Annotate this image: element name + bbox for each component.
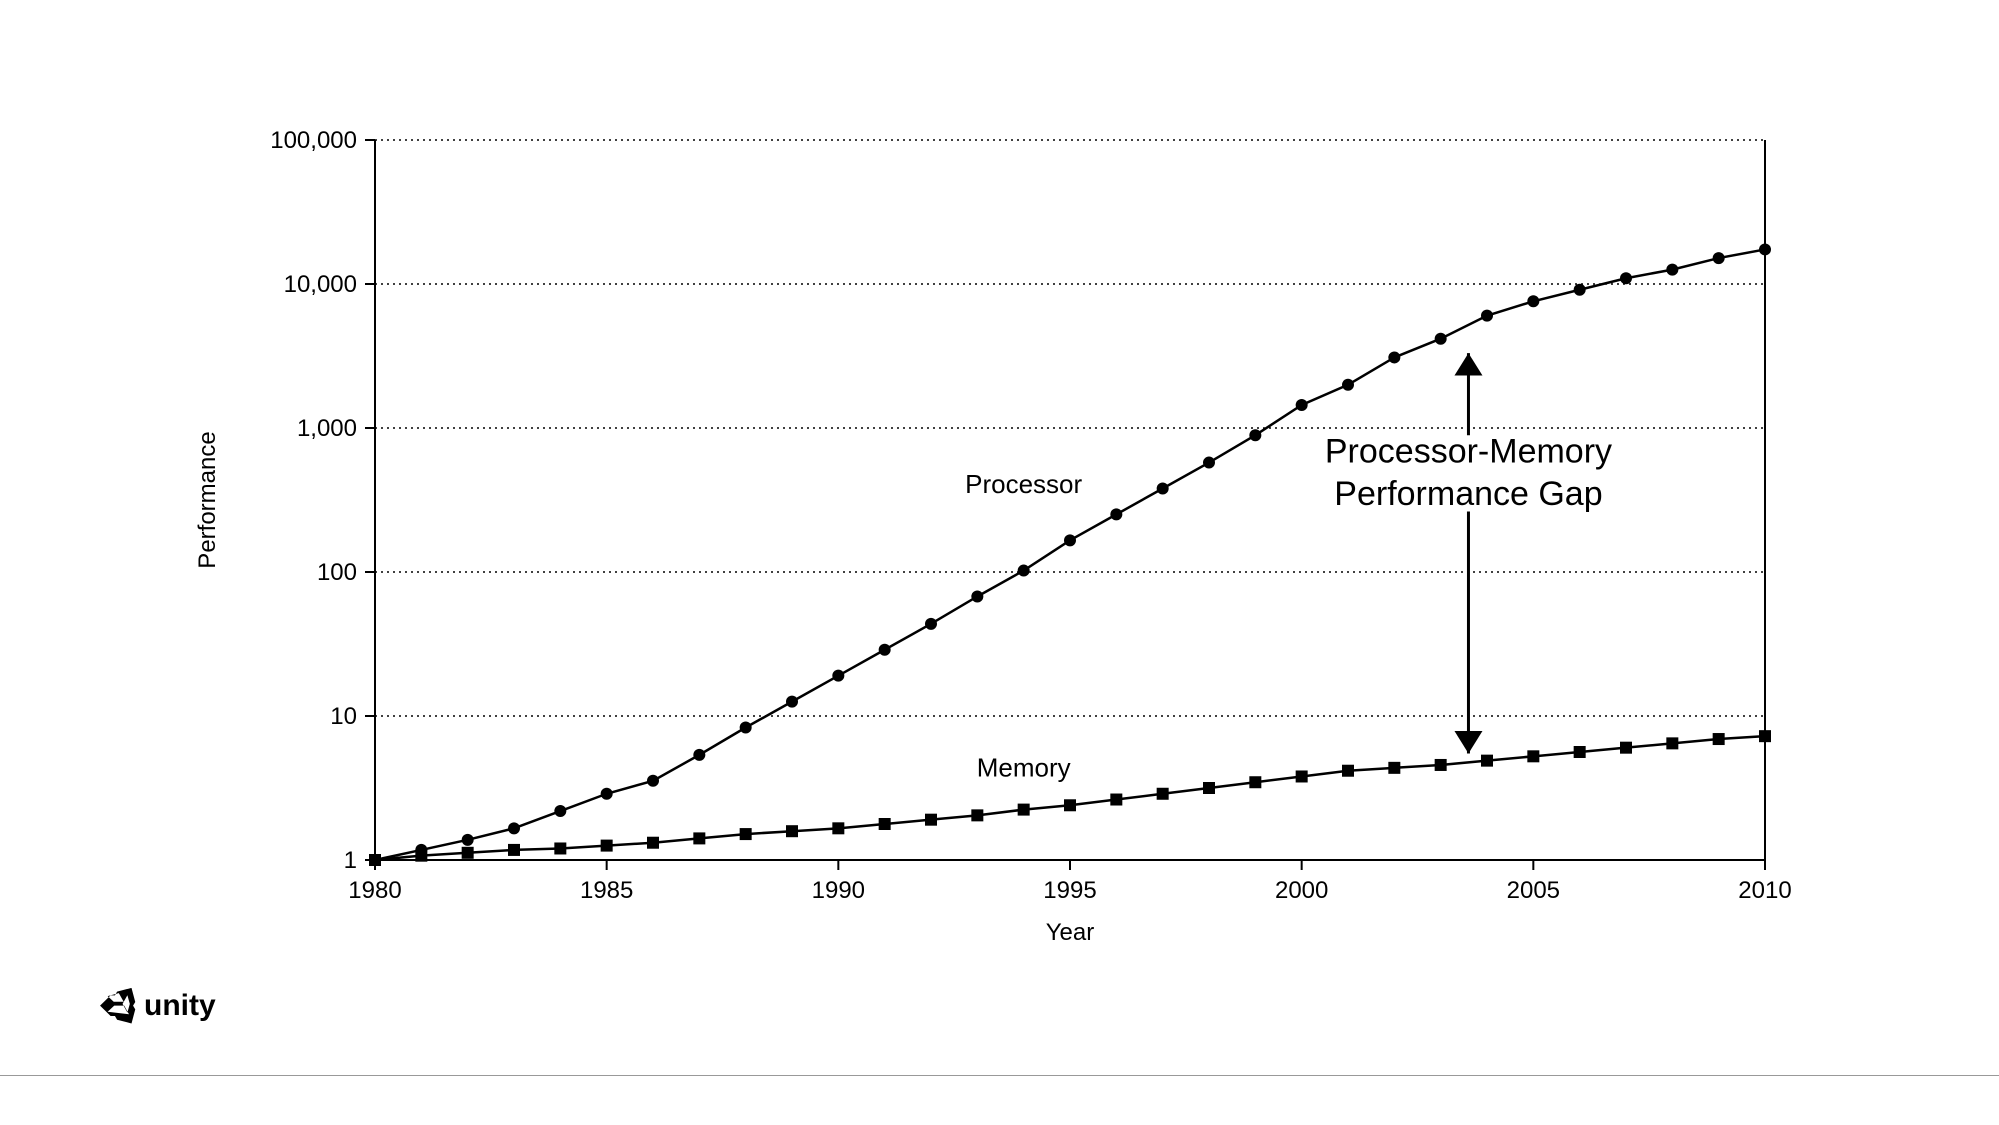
marker-square — [1435, 759, 1447, 771]
marker-circle — [1435, 333, 1447, 345]
marker-square — [508, 844, 520, 856]
marker-circle — [1388, 351, 1400, 363]
marker-circle — [1527, 295, 1539, 307]
marker-square — [369, 854, 381, 866]
marker-square — [1481, 755, 1493, 767]
marker-square — [1018, 804, 1030, 816]
unity-logo: unity — [100, 988, 216, 1024]
marker-square — [786, 825, 798, 837]
marker-circle — [1620, 272, 1632, 284]
gap-annotation-line2: Performance Gap — [1334, 475, 1602, 513]
gap-annotation-line1: Processor-Memory — [1325, 433, 1612, 471]
x-axis-label: Year — [1046, 919, 1095, 946]
y-tick-label: 10,000 — [284, 271, 357, 298]
marker-square — [740, 828, 752, 840]
marker-square — [1666, 737, 1678, 749]
marker-square — [1157, 788, 1169, 800]
marker-square — [1064, 799, 1076, 811]
marker-circle — [1249, 429, 1261, 441]
marker-square — [925, 814, 937, 826]
marker-square — [1527, 750, 1539, 762]
marker-circle — [1342, 379, 1354, 391]
marker-square — [554, 842, 566, 854]
marker-square — [462, 847, 474, 859]
marker-circle — [508, 822, 520, 834]
marker-circle — [1203, 457, 1215, 469]
marker-square — [1620, 742, 1632, 754]
x-tick-label: 1985 — [580, 877, 633, 904]
marker-square — [1296, 770, 1308, 782]
series-label-memory: Memory — [977, 752, 1071, 782]
marker-circle — [1759, 243, 1771, 255]
marker-circle — [1574, 284, 1586, 296]
slide: 1980 1985 1990 1995 2000 2005 2010 1 10 100 1,000 1… — [0, 0, 1999, 1125]
chart-svg: 1980 1985 1990 1995 2000 2005 2010 1 10 100 1,000 1… — [195, 100, 1815, 960]
marker-square — [415, 850, 427, 862]
y-tick-label: 100,000 — [270, 127, 357, 154]
marker-square — [1249, 776, 1261, 788]
marker-circle — [1713, 252, 1725, 264]
arrowhead-up-icon — [1454, 353, 1482, 375]
marker-circle — [1296, 399, 1308, 411]
marker-circle — [554, 805, 566, 817]
marker-square — [1342, 765, 1354, 777]
y-tick-label: 1 — [344, 847, 357, 874]
series-label-processor: Processor — [965, 469, 1082, 499]
x-tick-label: 2000 — [1275, 877, 1328, 904]
y-tick-label: 1,000 — [297, 415, 357, 442]
marker-circle — [925, 618, 937, 630]
marker-circle — [1481, 310, 1493, 322]
marker-circle — [879, 644, 891, 656]
unity-logo-icon — [100, 988, 136, 1024]
marker-square — [1574, 746, 1586, 758]
marker-square — [601, 840, 613, 852]
arrowhead-down-icon — [1454, 731, 1482, 753]
y-tick-label: 10 — [330, 703, 357, 730]
marker-square — [1713, 733, 1725, 745]
x-tick-label: 1990 — [812, 877, 865, 904]
marker-square — [879, 818, 891, 830]
slide-divider — [0, 1075, 1999, 1076]
marker-circle — [601, 788, 613, 800]
marker-square — [971, 809, 983, 821]
performance-gap-chart: 1980 1985 1990 1995 2000 2005 2010 1 10 100 1,000 1… — [195, 100, 1815, 960]
marker-circle — [647, 775, 659, 787]
marker-square — [1110, 794, 1122, 806]
marker-square — [647, 837, 659, 849]
unity-logo-text: unity — [144, 989, 216, 1023]
marker-circle — [462, 834, 474, 846]
marker-circle — [1110, 508, 1122, 520]
marker-circle — [693, 749, 705, 761]
marker-circle — [786, 696, 798, 708]
marker-circle — [971, 590, 983, 602]
marker-square — [1759, 730, 1771, 742]
marker-square — [832, 822, 844, 834]
x-tick-label: 1995 — [1043, 877, 1096, 904]
marker-square — [1203, 782, 1215, 794]
marker-circle — [1666, 264, 1678, 276]
marker-square — [1388, 762, 1400, 774]
x-tick-label: 2005 — [1507, 877, 1560, 904]
marker-circle — [1018, 565, 1030, 577]
y-axis-label: Performance — [195, 431, 221, 568]
x-tick-label: 2010 — [1738, 877, 1791, 904]
y-tick-label: 100 — [317, 559, 357, 586]
marker-square — [693, 832, 705, 844]
marker-circle — [832, 670, 844, 682]
marker-circle — [1064, 534, 1076, 546]
marker-circle — [740, 722, 752, 734]
marker-circle — [1157, 482, 1169, 494]
x-tick-label: 1980 — [348, 877, 401, 904]
